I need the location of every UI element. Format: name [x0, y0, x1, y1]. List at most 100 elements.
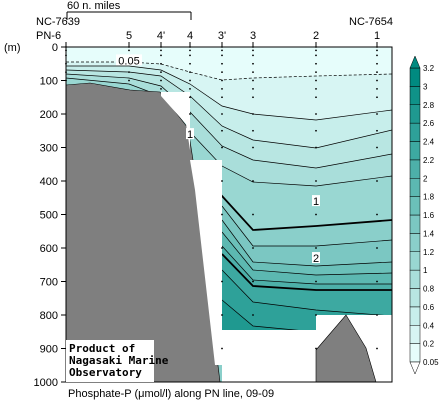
colorbar-segment: [409, 306, 421, 326]
sample-point: [315, 62, 317, 65]
contour-0.2: [66, 65, 392, 121]
sample-point: [221, 180, 223, 182]
sample-point: [189, 62, 191, 65]
sample-point: [252, 96, 254, 99]
sample-point: [376, 54, 378, 57]
sample-point: [221, 113, 223, 115]
sample-point: [315, 49, 317, 52]
sample-point: [315, 146, 317, 149]
sample-point: [160, 54, 162, 57]
chart-title: Phosphate-P (μmol/l) along PN line, 09-0…: [68, 388, 274, 400]
credit-line-3: Observatory: [69, 366, 142, 379]
seamount: [315, 314, 377, 382]
sample-point: [252, 314, 254, 316]
sample-point: [315, 79, 317, 82]
sample-point: [376, 87, 378, 90]
station-label: 1: [374, 30, 380, 42]
station-label: 2: [313, 30, 319, 42]
sample-point: [221, 129, 223, 132]
contour-0.05: [66, 61, 392, 81]
colorbar-label: 1.8: [423, 193, 435, 202]
sample-point: [315, 280, 317, 283]
sample-point: [376, 129, 378, 132]
sample-point: [376, 146, 378, 149]
sample-point: [252, 113, 254, 115]
colorbar-segment: [409, 122, 421, 142]
sample-point: [189, 54, 191, 57]
colorbar-segment: [409, 104, 421, 124]
sample-point: [315, 247, 317, 249]
left-station-id: NC-7639: [36, 16, 80, 28]
sample-point: [160, 87, 162, 90]
colorbar-segment: [409, 251, 421, 271]
colorbar-label: 2.2: [423, 156, 435, 165]
colorbar-segment: [409, 269, 421, 289]
x-axis: PN-6 5 4' 4 3' 3 2 1: [36, 30, 380, 47]
colorbar-segment: [409, 86, 421, 105]
sample-point: [315, 113, 317, 115]
contour-label: 2: [312, 252, 320, 265]
colorbar-segment: [409, 141, 421, 161]
sample-point: [376, 79, 378, 82]
colorbar-segment: [409, 196, 421, 216]
no-data-gap: [190, 160, 222, 365]
contour-1.4: [221, 219, 392, 267]
sample-point: [376, 347, 378, 350]
sample-point: [376, 49, 378, 52]
sample-point: [315, 87, 317, 90]
contour-1.6: [221, 231, 392, 276]
sample-point: [160, 49, 162, 52]
colorbar-segment: [409, 343, 421, 363]
right-station-id: NC-7654: [349, 16, 393, 28]
colorbar-label: 1.6: [423, 211, 435, 220]
sample-point: [315, 180, 317, 182]
sample-point: [252, 129, 254, 132]
sample-point: [189, 113, 191, 115]
station-label: 4': [157, 30, 165, 42]
sample-point: [252, 62, 254, 65]
sample-point: [252, 180, 254, 182]
sample-point: [315, 71, 317, 74]
sample-point: [376, 62, 378, 65]
sample-point: [221, 347, 223, 350]
svg-text:2: 2: [313, 253, 319, 265]
sample-point: [221, 54, 223, 57]
sample-point: [376, 96, 378, 99]
sample-point: [376, 113, 378, 115]
colorbar-label: 3: [423, 82, 428, 91]
sample-point: [376, 180, 378, 182]
colorbar-label: 0.6: [423, 303, 435, 312]
seafloor-topography: [66, 82, 392, 382]
station-label: PN-6: [36, 30, 61, 42]
sample-point: [221, 62, 223, 65]
sample-point: [160, 62, 162, 65]
sample-point: [252, 280, 254, 283]
sample-point: [376, 247, 378, 249]
sample-point: [376, 213, 378, 216]
sample-point: [221, 87, 223, 90]
colorbar-label: 0.05: [423, 358, 439, 367]
sample-point: [376, 314, 378, 316]
scale-label: 60 n. miles: [67, 0, 121, 12]
colorbar-segment: [409, 214, 421, 234]
sample-point: [315, 96, 317, 99]
contour-0.4: [66, 69, 392, 149]
sample-point: [252, 54, 254, 57]
y-tick-label: 0: [52, 42, 58, 54]
sample-point: [221, 79, 223, 82]
sample-point: [315, 314, 317, 316]
y-axis: 0 100 200 300 400 500 600 700 800 900 1000: [34, 42, 66, 389]
sample-point: [128, 49, 130, 52]
contour-1.2: [221, 205, 392, 247]
contour-label: 1: [186, 128, 194, 141]
sample-point: [189, 71, 191, 74]
sample-point: [221, 96, 223, 99]
sample-point: [128, 79, 130, 82]
y-tick-label: 800: [40, 310, 58, 322]
sample-point: [252, 49, 254, 52]
sample-point: [252, 247, 254, 249]
y-axis-unit: (m): [4, 42, 21, 54]
sample-point: [221, 247, 223, 249]
sample-point: [221, 314, 223, 316]
